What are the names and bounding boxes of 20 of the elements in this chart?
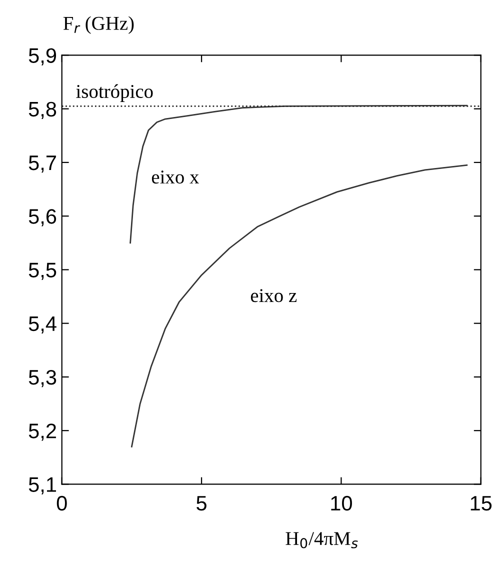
y-tick-label: 5,2 bbox=[28, 424, 56, 441]
y-tick-label: 5,5 bbox=[28, 262, 56, 280]
y-tick-label: 5,9 bbox=[28, 48, 56, 66]
x-tick-label: 10 bbox=[331, 496, 352, 511]
y-tick-label: 5,4 bbox=[28, 316, 56, 334]
y-tick-label: 5,1 bbox=[28, 477, 56, 494]
x-axis-title: H$_{0}$/4πM$_{s}$ bbox=[286, 532, 358, 548]
x-tick-label: 15 bbox=[470, 496, 492, 511]
text: eixo z bbox=[250, 289, 297, 302]
line-series bbox=[130, 104, 468, 244]
x-tick-label: 5 bbox=[196, 496, 206, 511]
y-tick-label: 5,3 bbox=[28, 370, 56, 388]
line-series bbox=[131, 164, 468, 448]
x-tick-label: 0 bbox=[56, 496, 67, 511]
y-axis-title: F$_{r}$ (GHz) bbox=[63, 16, 134, 34]
ref-line-label: isotrópico bbox=[76, 84, 153, 102]
y-tick-label: 5,7 bbox=[28, 156, 56, 173]
y-tick-label: 5,8 bbox=[28, 102, 56, 120]
series-label: eixo x bbox=[152, 170, 199, 184]
y-tick-label: 5,6 bbox=[28, 209, 56, 226]
